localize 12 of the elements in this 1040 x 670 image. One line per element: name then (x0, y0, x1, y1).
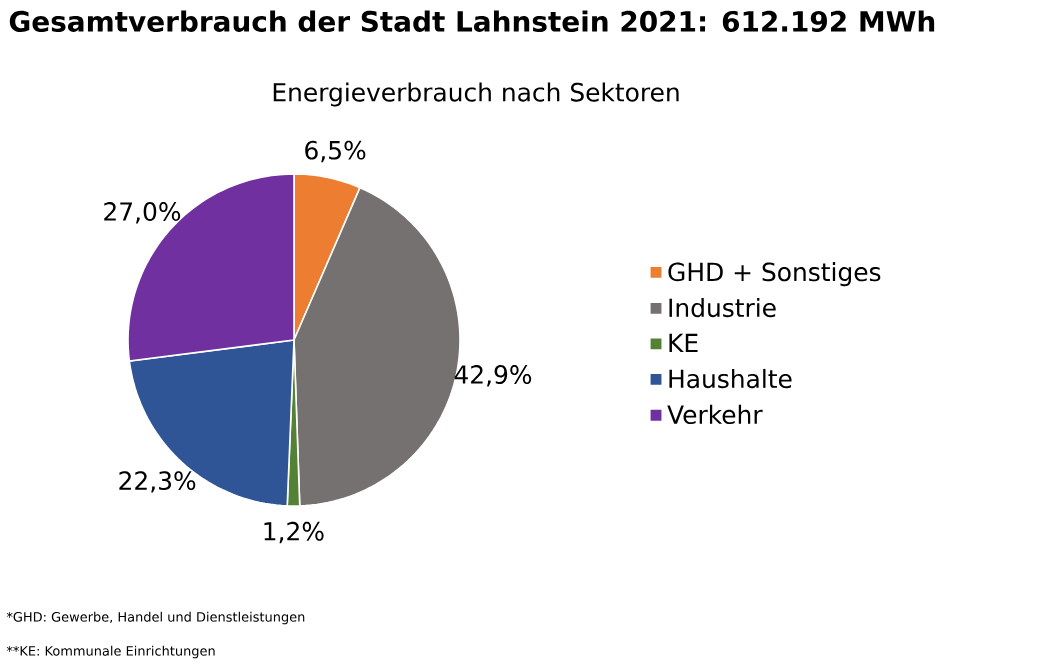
data-label: 6,5% (305, 140, 366, 163)
data-label: 22,3% (119, 471, 196, 493)
legend-label: Verkehr (667, 404, 763, 425)
data-label: 27,0% (104, 202, 181, 224)
data-label: 42,9% (454, 365, 532, 387)
legend-label: KE (669, 333, 698, 352)
legend-label: Haushalte (669, 368, 792, 389)
data-label: 1,2% (264, 521, 324, 544)
chart-title: Gesamtverbrauch der Stadt Lahnstein 2021: 612.192 MWh (9, 10, 935, 32)
chart-subtitle: Energieverbrauch nach Sektoren (273, 82, 679, 107)
legend-label: Industrie (669, 297, 776, 318)
legend-label: GHD + Sonstiges (668, 262, 881, 287)
